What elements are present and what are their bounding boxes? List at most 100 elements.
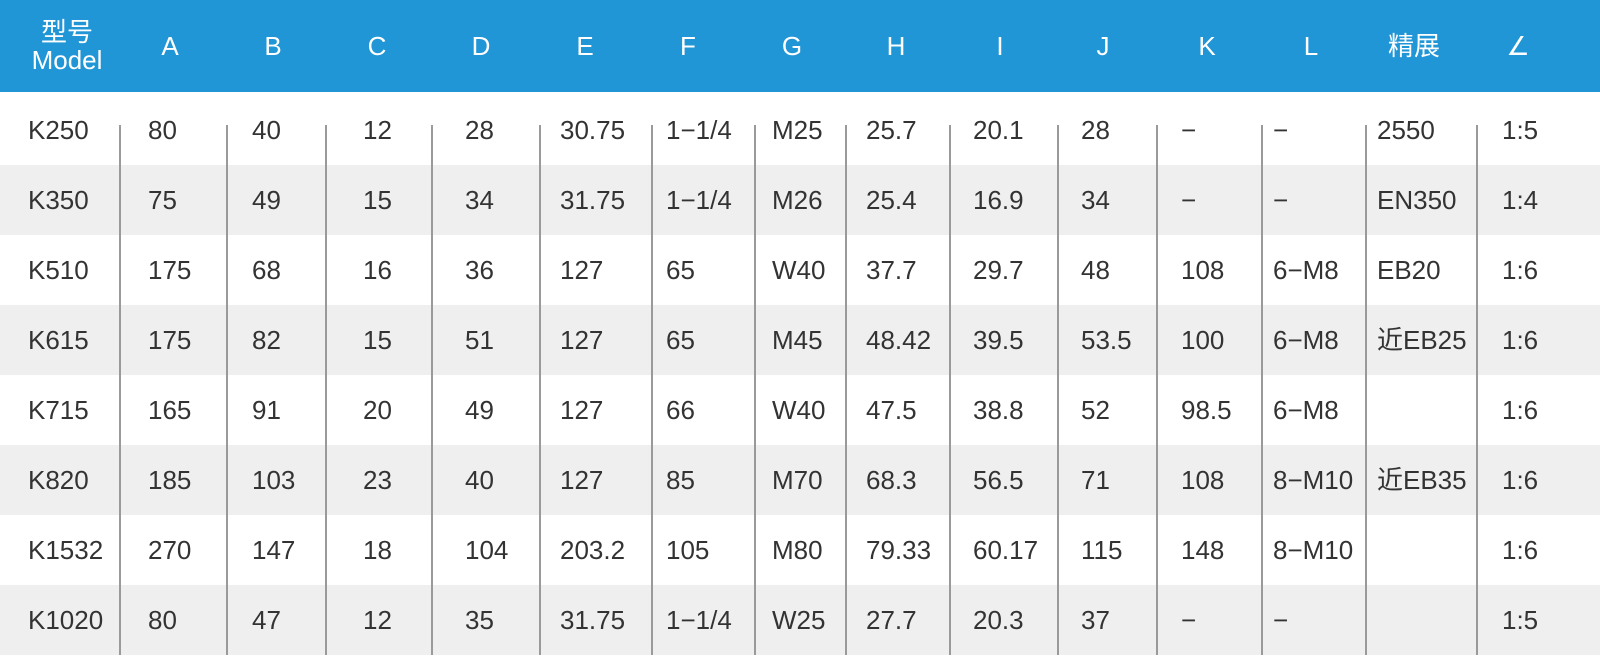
table-cell: 147	[252, 535, 296, 565]
table-cell: 8−M10	[1273, 535, 1354, 565]
table-cell: 20.1	[973, 115, 1024, 145]
table-cell: 65	[666, 325, 695, 355]
table-cell: 98.5	[1181, 395, 1232, 425]
table-cell: 60.17	[973, 535, 1039, 565]
table-cell: 15	[363, 185, 392, 215]
table-cell: 35	[465, 605, 494, 635]
table-cell: 49	[465, 395, 494, 425]
table-cell: 104	[465, 535, 509, 565]
table-cell: 1:6	[1502, 325, 1539, 355]
column-header: K	[1155, 0, 1259, 92]
table-cell: 105	[666, 535, 710, 565]
table-cell: 36	[465, 255, 494, 285]
table-cell: 127	[560, 325, 604, 355]
table-cell: 39.5	[973, 325, 1024, 355]
column-header: H	[844, 0, 948, 92]
table-row: K350 75 49 15 34 31.75 1−1/4 M26 25.4 16.9 34 − − EN3…	[0, 165, 1600, 235]
table-cell: 148	[1181, 535, 1225, 565]
column-header-label: K	[1198, 31, 1216, 61]
column-divider	[845, 125, 847, 655]
table-cell: EN350	[1377, 185, 1457, 215]
table-cell: 12	[363, 115, 392, 145]
table-cell: 25.7	[866, 115, 917, 145]
table-cell: 31.75	[560, 185, 626, 215]
table-cell: 1−1/4	[666, 115, 732, 145]
table-cell: 68	[252, 255, 281, 285]
table-cell: −	[1181, 115, 1197, 145]
table-cell: 23	[363, 465, 392, 495]
table-cell: 56.5	[973, 465, 1024, 495]
column-header: G	[740, 0, 844, 92]
table-cell: 185	[148, 465, 192, 495]
column-header-label: L	[1303, 31, 1319, 61]
column-divider	[754, 125, 756, 655]
column-header-label: C	[367, 31, 387, 61]
table-row: K715 165 91 20 49 127 66 W40 47.5 38.8 52 98.5 6−M8 1…	[0, 375, 1600, 445]
table-cell: 近EB35	[1377, 465, 1467, 495]
table-cell: 34	[1081, 185, 1110, 215]
table-cell: 52	[1081, 395, 1110, 425]
table-cell: 175	[148, 255, 192, 285]
column-header-label: F	[680, 31, 696, 61]
column-header: I	[948, 0, 1052, 92]
column-header-label: H	[886, 31, 906, 61]
column-header-label: ∠	[1506, 31, 1530, 61]
table-cell: 40	[252, 115, 281, 145]
table-cell: 127	[560, 395, 604, 425]
table-cell: 28	[465, 115, 494, 145]
table-cell: 80	[148, 605, 177, 635]
table-row: K1532 270 147 18 104 203.2 105 M80 79.33 60.17 115…	[0, 515, 1600, 585]
model-cell: K1532	[28, 535, 104, 565]
table-cell: 16.9	[973, 185, 1024, 215]
column-divider	[226, 125, 228, 655]
table-cell: 48	[1081, 255, 1110, 285]
table-cell: 1−1/4	[666, 605, 732, 635]
column-divider	[325, 125, 327, 655]
table-cell: 20.3	[973, 605, 1024, 635]
column-divider	[1261, 125, 1263, 655]
table-cell: 66	[666, 395, 695, 425]
table-cell: 1:5	[1502, 115, 1539, 145]
table-cell: 1−1/4	[666, 185, 732, 215]
table-cell: 203.2	[560, 535, 626, 565]
table-cell: 85	[666, 465, 695, 495]
column-header: F	[636, 0, 740, 92]
column-header-label: E	[576, 31, 594, 61]
table-cell: 38.8	[973, 395, 1024, 425]
table-cell: M70	[772, 465, 823, 495]
table-cell: 8−M10	[1273, 465, 1354, 495]
table-cell: 6−M8	[1273, 255, 1339, 285]
table-cell: 68.3	[866, 465, 917, 495]
table-cell: −	[1273, 115, 1289, 145]
table-row: K615 175 82 15 51 127 65 M45 48.42 39.5 53.5 100 6−M…	[0, 305, 1600, 375]
table-cell: EB20	[1377, 255, 1441, 285]
column-header-label: D	[471, 31, 491, 61]
column-header: J	[1051, 0, 1155, 92]
table-cell: 65	[666, 255, 695, 285]
table-cell: M45	[772, 325, 823, 355]
table-cell: 6−M8	[1273, 395, 1339, 425]
model-cell: K510	[28, 255, 89, 285]
column-divider	[1156, 125, 1158, 655]
table-cell: 1:6	[1502, 535, 1539, 565]
table-cell: 18	[363, 535, 392, 565]
column-header-label: A	[161, 31, 179, 61]
table-cell: 80	[148, 115, 177, 145]
table-header: 型号 Model A B C D E F G H I J K L 精展 ∠	[0, 0, 1600, 92]
table-cell: 127	[560, 255, 604, 285]
table-cell: 20	[363, 395, 392, 425]
table-cell: 31.75	[560, 605, 626, 635]
table-cell: 108	[1181, 465, 1225, 495]
column-header-label: B	[264, 31, 282, 61]
column-divider	[539, 125, 541, 655]
table-row: K1020 80 47 12 35 31.75 1−1/4 W25 27.7 20.3 37 − − 1:…	[0, 585, 1600, 655]
table-cell: 25.4	[866, 185, 917, 215]
column-divider	[119, 125, 121, 655]
column-header-label: 精展	[1387, 31, 1440, 61]
table-cell: −	[1181, 605, 1197, 635]
column-divider	[1057, 125, 1059, 655]
model-cell: K250	[28, 115, 89, 145]
table-cell: 6−M8	[1273, 325, 1339, 355]
table-cell: 37.7	[866, 255, 917, 285]
table-cell: 91	[252, 395, 281, 425]
